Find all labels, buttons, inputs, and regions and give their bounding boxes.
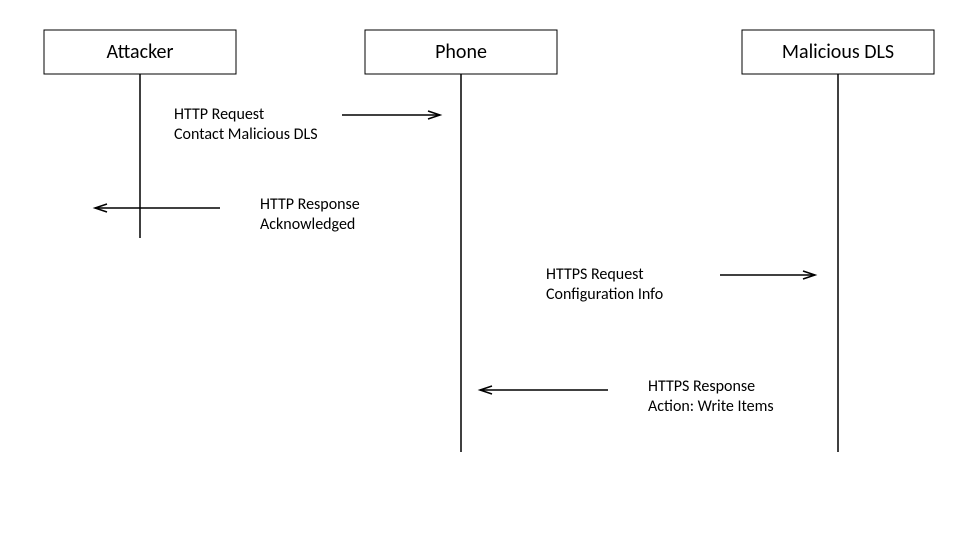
msg-https-response: HTTPS Response Action: Write Items — [480, 377, 774, 416]
msg-http-request-line1: HTTP Request — [174, 105, 265, 124]
msg-https-request-line1: HTTPS Request — [546, 265, 644, 284]
msg-https-response-line2: Action: Write Items — [648, 397, 774, 416]
msg-http-response-line2: Acknowledged — [260, 215, 355, 234]
msg-https-request-line2: Configuration Info — [546, 285, 663, 304]
actor-dls: Malicious DLS — [742, 30, 934, 452]
arrow-right-icon — [342, 111, 440, 119]
msg-http-response: HTTP Response Acknowledged — [95, 195, 360, 234]
msg-https-request: HTTPS Request Configuration Info — [546, 265, 815, 304]
msg-http-request-line2: Contact Malicious DLS — [174, 125, 318, 144]
msg-http-request: HTTP Request Contact Malicious DLS — [174, 105, 440, 144]
actor-phone: Phone — [365, 30, 557, 452]
actor-attacker-label: Attacker — [107, 40, 174, 64]
arrow-left-icon — [480, 386, 608, 394]
actor-dls-label: Malicious DLS — [782, 40, 894, 64]
msg-http-response-line1: HTTP Response — [260, 195, 360, 214]
sequence-diagram: Attacker Phone Malicious DLS HTTP Reques… — [0, 0, 974, 538]
msg-https-response-line1: HTTPS Response — [648, 377, 755, 396]
actor-phone-label: Phone — [435, 40, 487, 64]
arrow-left-icon — [95, 204, 220, 212]
arrow-right-icon — [720, 271, 815, 279]
